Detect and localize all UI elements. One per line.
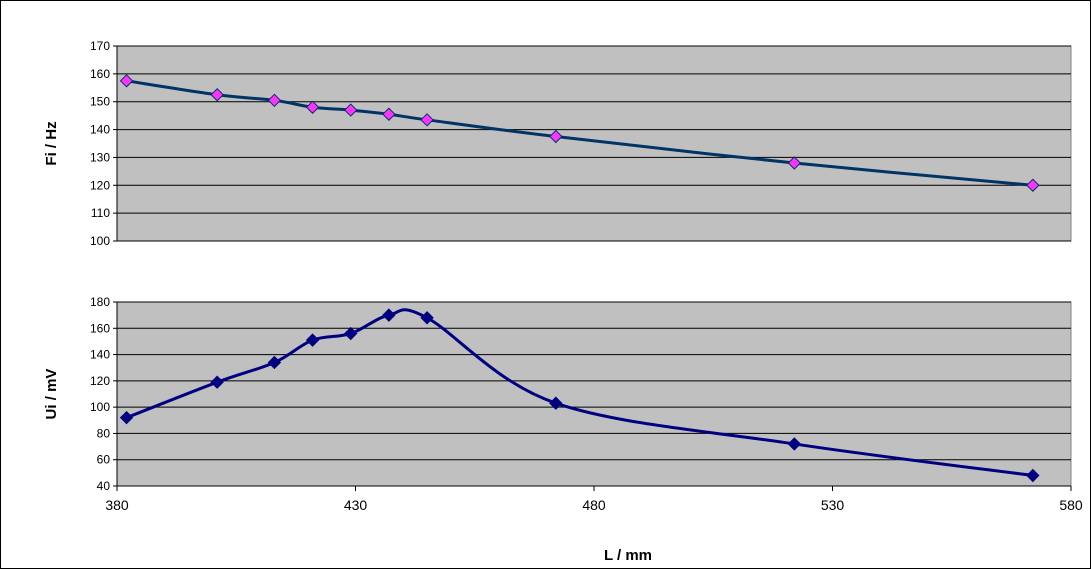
data-point	[420, 113, 434, 127]
data-point	[382, 107, 396, 121]
data-point	[549, 396, 563, 410]
y-tick-label: 60	[97, 453, 111, 467]
data-point	[267, 93, 282, 108]
data-point	[210, 375, 224, 389]
y-tick-label: 100	[90, 400, 110, 414]
y-tick-label: 180	[90, 295, 110, 309]
y-tick-label: 100	[90, 234, 110, 248]
data-point	[119, 410, 134, 425]
y-tick-label: 160	[90, 321, 110, 335]
y-axis-title: Fi / Hz	[43, 121, 60, 165]
data-point	[119, 74, 134, 88]
y-tick-label: 130	[90, 150, 110, 164]
x-axis-title: L / mm	[604, 547, 652, 564]
data-point	[787, 156, 802, 170]
data-point	[344, 103, 358, 117]
y-tick-label: 150	[90, 95, 110, 109]
data-point	[344, 326, 358, 341]
data-point	[267, 355, 282, 370]
y-tick-label: 140	[90, 348, 110, 362]
y-tick-label: 80	[97, 426, 111, 440]
data-point	[549, 129, 563, 144]
x-tick-label: 530	[821, 497, 845, 513]
data-point	[210, 88, 224, 102]
y-tick-label: 170	[90, 39, 110, 53]
y-tick-label: 160	[90, 67, 110, 81]
data-point	[420, 311, 434, 325]
x-tick-label: 580	[1059, 497, 1083, 513]
y-axis-title: Ui / mV	[43, 369, 60, 420]
data-point	[787, 437, 802, 451]
x-tick-label: 380	[105, 497, 129, 513]
data-point	[1026, 468, 1040, 483]
plot-area-2	[116, 301, 1072, 487]
plot-area-1	[116, 45, 1072, 242]
data-point	[305, 100, 320, 114]
y-tick-label: 40	[97, 479, 111, 493]
data-point	[305, 333, 320, 347]
x-tick-label: 430	[344, 497, 368, 513]
y-tick-label: 140	[90, 123, 110, 137]
x-tick-label: 480	[582, 497, 606, 513]
y-tick-label: 120	[90, 374, 110, 388]
y-tick-label: 120	[90, 178, 110, 192]
data-point	[382, 308, 396, 322]
y-tick-label: 110	[91, 206, 110, 220]
data-point	[1026, 178, 1040, 192]
